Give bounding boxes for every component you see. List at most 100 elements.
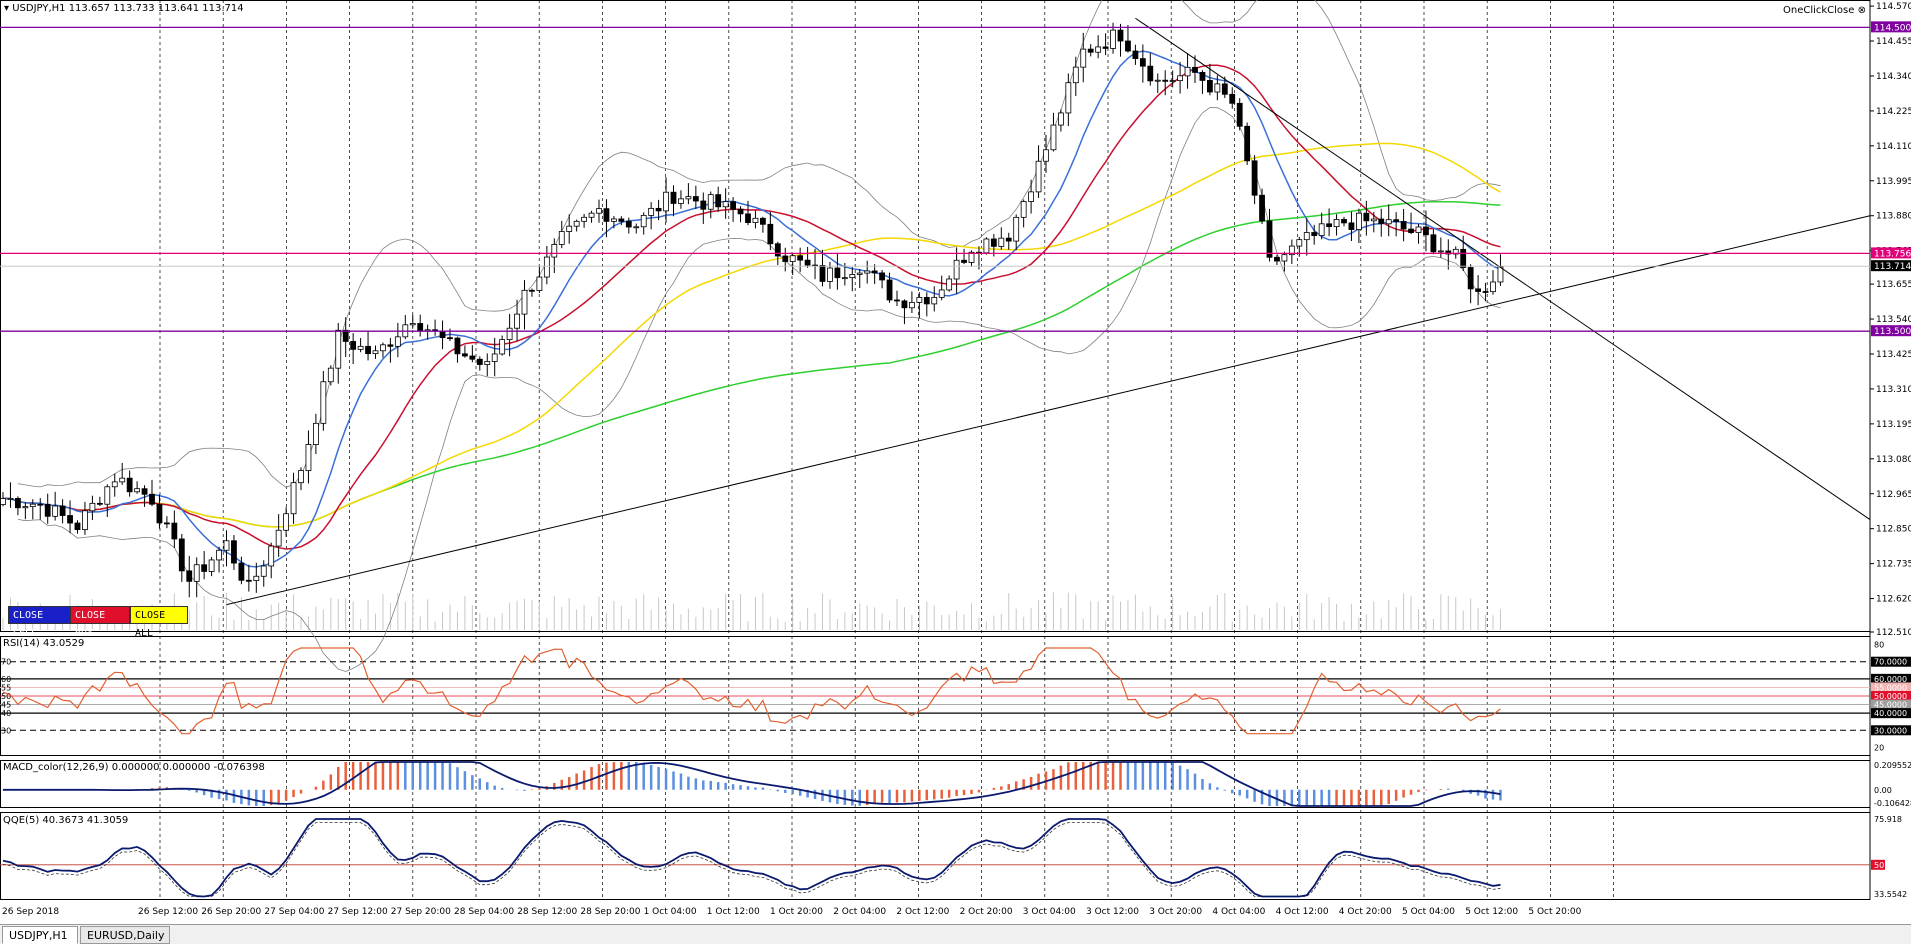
time-tick-label: 3 Oct 04:00 <box>1023 907 1076 917</box>
time-tick-label: 1 Oct 12:00 <box>707 907 760 917</box>
candle-body <box>1341 219 1347 224</box>
candle-body <box>633 226 640 229</box>
candle-body <box>350 341 357 350</box>
level-price-tag <box>1871 247 1911 259</box>
candle-body <box>1370 218 1377 222</box>
candle-body <box>186 570 193 582</box>
pane-border <box>0 812 1871 900</box>
candle-body <box>1154 79 1161 82</box>
rsi-title: RSI(14) 43.0529 <box>3 638 85 649</box>
price-tick-label: 114.570 <box>1876 2 1911 12</box>
candle-body <box>1177 75 1183 82</box>
candle-body <box>1437 250 1444 253</box>
rsi-level-tag <box>1871 725 1911 736</box>
candle-body <box>357 345 364 350</box>
close-buy-button[interactable]: CLOSE BUY <box>70 606 130 639</box>
rsi-level-tag <box>1871 682 1911 693</box>
candle-body <box>119 477 126 483</box>
candle-body <box>312 422 319 445</box>
candle-body <box>1378 218 1385 225</box>
candle-body <box>1467 267 1474 290</box>
rsi-level-label: 80 <box>1874 641 1884 650</box>
close-circle-icon[interactable]: ⊗ <box>1857 5 1866 16</box>
time-tick-label: 3 Oct 20:00 <box>1149 907 1202 917</box>
candle-body <box>149 493 155 505</box>
tab-usdjpy[interactable]: USDJPY,H1 <box>2 926 78 944</box>
qqe-fast-line <box>2 818 1501 898</box>
candle-body <box>82 510 88 530</box>
candle-body <box>715 194 722 208</box>
candle-body <box>193 564 200 582</box>
macd-signal-line <box>3 761 1501 807</box>
candle-body <box>588 212 595 218</box>
candle-body <box>998 237 1005 247</box>
tab-eurusd[interactable]: EURUSD,Daily <box>80 926 170 944</box>
rsi-level-label: 20 <box>1874 743 1884 752</box>
main-chart-title: ▾ USDJPY,H1 113.657 113.733 113.641 113.… <box>4 3 244 14</box>
candle-body <box>260 565 267 577</box>
candle-body <box>7 498 14 500</box>
candle-body <box>22 506 29 509</box>
candle-body <box>871 270 878 274</box>
ma-fast-line <box>2 50 1501 568</box>
candle-body <box>1028 191 1034 202</box>
price-tick-label: 113.080 <box>1876 455 1911 465</box>
rsi-level-label: 30.0000 <box>1874 726 1907 735</box>
time-tick-label: 4 Oct 04:00 <box>1212 907 1265 917</box>
candle-body <box>1199 72 1206 81</box>
candle-body <box>387 344 394 347</box>
rsi-level-tag <box>1871 708 1911 719</box>
candle-body <box>767 223 774 245</box>
candle-body <box>1490 281 1496 293</box>
current-price-tag <box>1871 260 1911 272</box>
candle-body <box>171 522 178 540</box>
candle-body <box>1043 149 1049 162</box>
candle-body <box>1020 201 1027 218</box>
candle-body <box>678 198 684 204</box>
candle-body <box>1281 254 1288 262</box>
candle-body <box>1229 93 1236 104</box>
candle-body <box>156 503 163 524</box>
candle-body <box>335 329 342 369</box>
candle-body <box>499 339 506 355</box>
candle-body <box>730 201 736 210</box>
chart-menu-icon[interactable]: ▾ <box>4 3 10 14</box>
candle-body <box>752 217 759 223</box>
close-all-button[interactable]: CLOSE ALL <box>130 606 188 639</box>
time-tick-label: 3 Oct 12:00 <box>1086 907 1139 917</box>
rsi-left-level: 40 <box>1 709 11 718</box>
macd-title: MACD_color(12,26,9) 0.000000 0.000000 -0… <box>3 762 265 773</box>
candle-body <box>760 217 766 225</box>
candle-body <box>707 194 714 210</box>
chart-tabs-bar: USDJPY,H1 EURUSD,Daily <box>0 924 1911 944</box>
candle-body <box>1475 288 1481 292</box>
candle-body <box>320 381 327 424</box>
candle-body <box>461 353 468 357</box>
time-tick-label: 4 Oct 12:00 <box>1276 907 1329 917</box>
candle-body <box>1274 256 1280 262</box>
candle-body <box>1080 48 1087 68</box>
qqe-axis-label: 33.5542 <box>1874 890 1907 899</box>
time-tick-label: 4 Oct 20:00 <box>1339 907 1392 917</box>
candle-body <box>953 259 960 280</box>
candle-body <box>1132 50 1139 59</box>
candle-body <box>990 238 997 247</box>
candle-body <box>618 218 625 222</box>
candle-body <box>834 267 841 279</box>
candle-body <box>596 208 602 214</box>
rsi-level-label: 40.0000 <box>1874 709 1907 718</box>
candle-body <box>491 353 498 362</box>
macd-axis-label: 0.209552 <box>1874 761 1911 770</box>
one-click-close-label[interactable]: OneClickClose ⊗ <box>1783 5 1866 16</box>
candle-body <box>201 564 208 572</box>
rsi-level-tag <box>1871 691 1911 701</box>
close-sell-button[interactable]: CLOSE SELL <box>8 606 70 639</box>
candle-body <box>894 299 900 302</box>
candle-body <box>216 549 222 561</box>
time-tick-label: 26 Sep 12:00 <box>138 907 198 917</box>
candle-body <box>1087 48 1094 53</box>
time-tick-label: 27 Sep 04:00 <box>264 907 324 917</box>
candle-body <box>640 214 647 228</box>
candle-body <box>245 579 252 582</box>
candle-body <box>774 243 781 257</box>
